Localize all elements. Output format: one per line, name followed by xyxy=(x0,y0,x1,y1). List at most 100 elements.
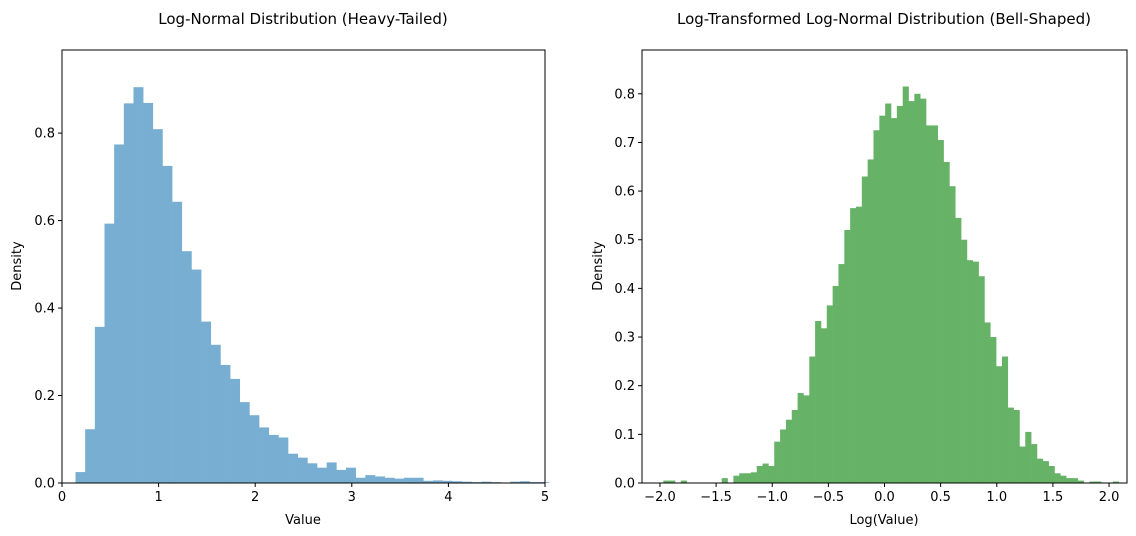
right-chart-bar xyxy=(908,101,915,483)
right-chart-x-tick-label: −1.5 xyxy=(700,490,732,505)
left-chart-x-tick-label: 0 xyxy=(58,490,66,505)
right-chart-x-axis-label: Log(Value) xyxy=(849,513,918,528)
left-chart-bar xyxy=(191,269,202,483)
right-chart-y-ticks: 0.0 0.1 0.2 0.3 0.4 0.5 0.6 0.7 0.8 xyxy=(614,87,642,492)
left-chart-bar xyxy=(317,467,327,483)
right-chart-bar xyxy=(1112,481,1119,483)
right-chart-y-tick-label: 0.2 xyxy=(614,379,635,394)
left-chart-bar xyxy=(403,477,414,483)
right-chart-bar xyxy=(762,463,769,483)
right-chart-bar xyxy=(809,356,816,483)
right-chart-bar xyxy=(850,208,857,483)
right-chart-bar xyxy=(844,230,851,483)
left-chart-y-ticks: 0.0 0.2 0.4 0.6 0.8 xyxy=(34,127,62,492)
right-chart-bar xyxy=(838,264,845,483)
left-chart-bar xyxy=(307,463,318,483)
left-chart-x-axis-label: Value xyxy=(285,513,321,528)
left-chart-bar xyxy=(114,144,125,483)
right-chart-bar xyxy=(879,115,886,484)
right-chart-bar xyxy=(1025,431,1032,483)
right-chart-bar xyxy=(663,480,670,483)
right-chart-bar xyxy=(745,473,752,483)
left-chart-bar xyxy=(230,378,241,483)
left-chart-bar xyxy=(297,457,308,483)
left-chart-y-tick-label: 0.0 xyxy=(34,477,55,492)
right-chart-bar xyxy=(978,276,985,483)
left-chart-bar xyxy=(519,481,530,483)
left-chart-bar xyxy=(259,427,270,483)
right-chart-bar xyxy=(1066,478,1073,483)
right-chart-bar xyxy=(1071,478,1079,483)
left-chart-bar xyxy=(452,481,463,483)
left-chart-bar xyxy=(172,201,183,483)
right-chart-bar xyxy=(1077,480,1084,483)
left-chart-bar xyxy=(432,480,443,483)
right-chart-bar xyxy=(780,429,787,483)
right-chart-bar xyxy=(669,480,676,483)
left-chart-y-tick-label: 0.4 xyxy=(34,302,55,317)
right-chart-y-tick-label: 0.1 xyxy=(614,428,635,443)
right-chart-bar xyxy=(803,395,810,483)
left-chart-bar xyxy=(181,251,192,483)
left-chart-bar xyxy=(143,102,154,484)
right-chart-bar xyxy=(896,105,903,483)
right-chart-bar xyxy=(931,125,939,483)
right-chart-y-tick-label: 0.0 xyxy=(614,477,635,492)
right-chart-bar xyxy=(902,86,909,484)
left-chart-bar xyxy=(288,453,298,483)
right-chart-bar xyxy=(949,186,956,483)
right-chart-bar xyxy=(867,159,874,483)
left-chart-bar xyxy=(346,467,356,483)
left-chart-x-tick-label: 2 xyxy=(251,490,259,505)
right-chart-bar xyxy=(861,176,868,484)
right-chart-bar xyxy=(955,217,962,483)
left-chart-bar xyxy=(365,475,376,483)
left-chart-bar xyxy=(326,462,337,483)
left-chart-bar xyxy=(413,477,424,483)
left-chart-bar xyxy=(336,469,347,483)
right-chart-bar xyxy=(891,118,898,484)
right-chart-bar xyxy=(873,130,880,483)
right-chart-bar xyxy=(733,475,740,483)
right-chart-bar xyxy=(1007,407,1014,483)
left-chart-y-tick-label: 0.2 xyxy=(34,389,55,404)
right-chart-bar xyxy=(1031,444,1038,483)
left-chart-bar xyxy=(239,402,250,483)
left-chart-x-tick-label: 5 xyxy=(541,490,549,505)
right-chart-panel: Log-Transformed Log-Normal Distribution … xyxy=(591,10,1128,528)
left-chart-bar xyxy=(133,87,144,484)
right-chart-bar xyxy=(943,161,950,483)
left-chart-bar xyxy=(85,429,96,483)
right-chart-bar xyxy=(797,392,804,483)
left-chart-bar xyxy=(423,480,434,483)
left-chart-bar xyxy=(481,481,492,483)
right-chart-bar xyxy=(1013,410,1020,483)
right-chart-bar xyxy=(1019,446,1026,483)
left-chart-bars xyxy=(75,87,550,484)
left-chart-y-tick-label: 0.6 xyxy=(34,214,55,229)
left-chart-x-tick-label: 4 xyxy=(444,490,452,505)
right-chart-x-tick-label: 2.0 xyxy=(1099,490,1120,505)
left-chart-bar xyxy=(510,481,521,483)
right-chart-title: Log-Transformed Log-Normal Distribution … xyxy=(677,10,1091,28)
right-chart-bar xyxy=(1060,475,1067,483)
right-chart-bar xyxy=(1036,458,1044,483)
right-chart-y-tick-label: 0.4 xyxy=(614,282,635,297)
right-chart-bar xyxy=(721,478,728,483)
right-chart-bar xyxy=(926,125,933,483)
right-chart-bar xyxy=(966,260,974,483)
left-chart-plot-frame xyxy=(61,49,546,484)
right-chart-x-tick-label: −0.5 xyxy=(813,490,845,505)
right-chart-bar xyxy=(680,480,687,483)
left-chart-bar xyxy=(201,321,212,483)
right-chart-bar xyxy=(1054,473,1061,483)
right-chart-y-tick-label: 0.5 xyxy=(614,233,635,248)
right-chart-bar xyxy=(768,465,775,483)
left-chart-bar xyxy=(374,476,385,483)
left-chart-y-tick-label: 0.8 xyxy=(34,127,55,142)
right-chart-bar xyxy=(972,261,979,483)
right-chart-bar xyxy=(855,206,863,483)
right-chart-bar xyxy=(920,98,927,484)
right-chart-bar xyxy=(1042,461,1049,483)
right-chart-bar xyxy=(820,328,828,483)
